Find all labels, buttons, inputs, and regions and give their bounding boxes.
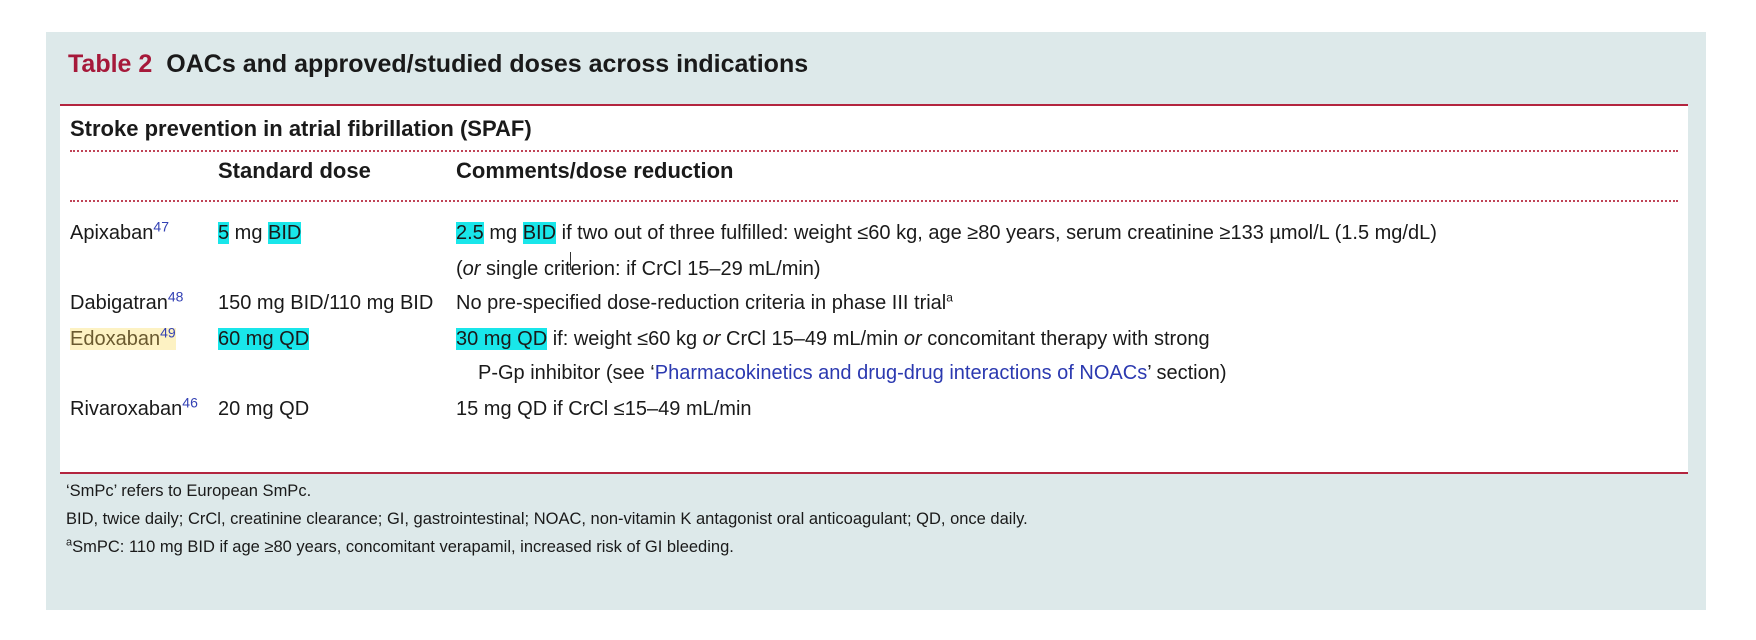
comment-edoxaban-line2: P-Gp inhibitor (see ‘Pharmacokinetics an…: [478, 362, 1227, 384]
footnote-abbreviations: BID, twice daily; CrCl, creatinine clear…: [66, 510, 1028, 528]
table-caption: OACs and approved/studied doses across i…: [166, 50, 809, 78]
ref-link[interactable]: 47: [153, 218, 169, 235]
comment-dabigatran: No pre-specified dose-reduction criteria…: [456, 290, 953, 314]
comment-rivaroxaban: 15 mg QD if CrCl ≤15–49 mL/min: [456, 398, 752, 420]
comment-apixaban: 2.5 mg BID if two out of three fulfilled…: [456, 222, 1437, 244]
footnote-a: aSmPC: 110 mg BID if age ≥80 years, conc…: [66, 536, 734, 556]
col-header-standard-dose: Standard dose: [218, 158, 371, 183]
ref-link[interactable]: 46: [182, 394, 198, 411]
dose-apixaban: 5 mg BID: [218, 222, 302, 244]
dotted-divider: [70, 150, 1678, 152]
dotted-divider: [70, 200, 1678, 202]
dose-rivaroxaban: 20 mg QD: [218, 398, 310, 420]
comment-apixaban-line2: (or single criterion: if CrCl 15–29 mL/m…: [456, 258, 821, 280]
drug-dabigatran: Dabigatran48: [70, 288, 184, 314]
table-number: Table 2: [68, 50, 153, 78]
table-title: Table 2 OACs and approved/studied doses a…: [68, 50, 808, 79]
section-heading: Stroke prevention in atrial fibrillation…: [70, 116, 532, 141]
ref-link[interactable]: 48: [167, 288, 184, 305]
section-link[interactable]: Pharmacokinetics and drug-drug interacti…: [654, 362, 1148, 384]
ref-link[interactable]: 49: [160, 324, 176, 341]
dose-table: Stroke prevention in atrial fibrillation…: [60, 104, 1688, 474]
drug-apixaban: Apixaban47: [70, 218, 169, 244]
table-panel: Table 2 OACs and approved/studied doses a…: [46, 32, 1706, 610]
comment-edoxaban: 30 mg QD if: weight ≤60 kg or CrCl 15–49…: [456, 328, 1210, 350]
footnote-smpc: ‘SmPc’ refers to European SmPc.: [66, 482, 312, 500]
footnote-marker: a: [946, 290, 953, 305]
text-cursor-icon: [570, 252, 571, 270]
drug-rivaroxaban: Rivaroxaban46: [70, 394, 198, 420]
dose-dabigatran: 150 mg BID/110 mg BID: [218, 292, 434, 314]
dose-edoxaban: 60 mg QD: [218, 328, 310, 350]
drug-edoxaban: Edoxaban49: [70, 324, 176, 350]
col-header-comments: Comments/dose reduction: [456, 158, 734, 183]
